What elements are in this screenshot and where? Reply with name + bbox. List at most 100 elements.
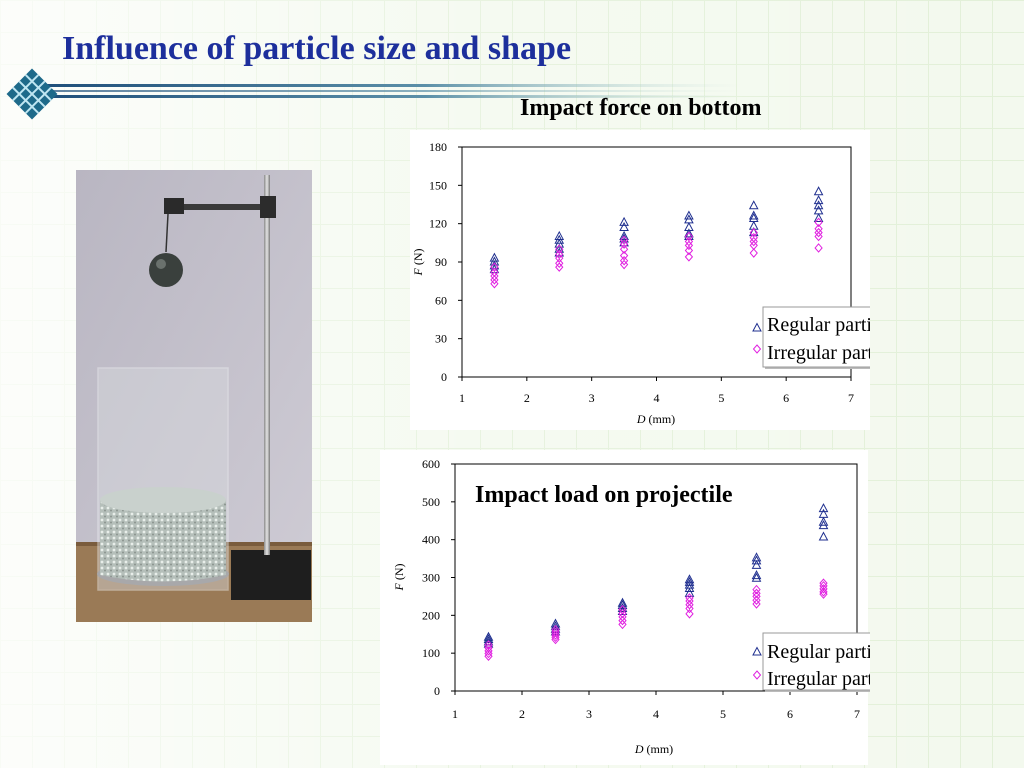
regular-particle-point — [813, 200, 824, 210]
regular-particle-point — [684, 574, 695, 584]
regular-particle-point — [684, 582, 695, 592]
regular-particle-point — [684, 230, 694, 240]
chart1-y-axis-label: F (N) — [411, 248, 425, 276]
regular-particle-point — [751, 555, 762, 565]
irregular-particle-point — [752, 588, 761, 599]
irregular-particle-point — [814, 231, 823, 242]
regular-particle-point — [619, 221, 629, 231]
regular-particle-point — [818, 503, 829, 513]
regular-particle-point — [748, 200, 759, 210]
irregular-particle-point — [685, 599, 694, 610]
regular-particle-point — [550, 621, 561, 631]
y-tick-label: 120 — [429, 217, 447, 231]
irregular-particle-point — [749, 248, 758, 258]
irregular-particle-point — [551, 632, 560, 643]
irregular-particle-point — [618, 604, 627, 615]
chart2-legend-irregular: Irregular particle — [767, 668, 870, 690]
irregular-particle-point — [619, 250, 629, 261]
irregular-particle-point — [684, 236, 694, 247]
irregular-particle-point — [619, 239, 629, 249]
regular-particle-point — [818, 516, 829, 526]
irregular-particle-point — [752, 595, 761, 605]
regular-particle-point — [684, 210, 694, 220]
regular-particle-point — [751, 559, 762, 569]
y-tick-label: 0 — [434, 684, 440, 698]
irregular-particle-point — [819, 587, 828, 597]
irregular-particle-point — [752, 599, 761, 609]
diamond-logo-icon — [6, 68, 58, 120]
regular-particle-point — [813, 186, 824, 196]
irregular-particle-point — [490, 275, 499, 285]
chart-impact-load-projectile: Impact load on projectile 0 100 200 300 400 5… — [380, 450, 870, 765]
regular-particle-point — [813, 212, 824, 223]
irregular-particle-point — [551, 634, 560, 645]
regular-particle-point — [748, 210, 759, 220]
chart1-legend: Regular particle Irregular particle — [752, 306, 870, 369]
chart1-title: Impact force on bottom — [520, 95, 762, 121]
irregular-legend-marker — [752, 344, 762, 354]
irregular-particle-point — [814, 227, 823, 238]
x-tick-label: 4 — [654, 391, 660, 405]
irregular-particle-point — [684, 252, 694, 262]
irregular-particle-point — [752, 584, 761, 595]
regular-legend-marker — [752, 322, 762, 332]
irregular-particle-point — [551, 630, 560, 640]
x-tick-label: 5 — [720, 707, 726, 721]
regular-particle-point — [483, 636, 494, 646]
regular-legend-marker — [752, 646, 762, 656]
x-tick-label: 1 — [459, 391, 465, 405]
regular-particle-point — [483, 633, 494, 644]
x-tick-label: 7 — [848, 391, 854, 405]
irregular-particle-point — [484, 646, 493, 656]
irregular-particle-point — [619, 259, 629, 270]
irregular-particle-point — [555, 262, 564, 272]
y-tick-label: 100 — [422, 646, 440, 660]
irregular-particle-point — [490, 262, 499, 272]
experiment-photo — [76, 170, 312, 622]
regular-particle-point — [818, 531, 829, 541]
regular-particle-point — [748, 227, 759, 237]
y-tick-label: 300 — [422, 571, 440, 585]
x-tick-label: 3 — [586, 707, 592, 721]
chart1-legend-irregular: Irregular particle — [767, 342, 870, 364]
irregular-particle-point — [618, 615, 627, 626]
y-tick-label: 30 — [435, 332, 447, 346]
irregular-particle-point — [490, 278, 499, 289]
irregular-particle-point — [684, 231, 694, 242]
y-tick-label: 150 — [429, 178, 447, 192]
x-tick-label: 2 — [519, 707, 525, 721]
chart1-legend-regular: Regular particle — [767, 314, 870, 336]
chart2-title: Impact load on projectile — [475, 482, 733, 508]
regular-particle-point — [554, 238, 565, 248]
irregular-particle-point — [684, 245, 694, 256]
y-tick-label: 200 — [422, 608, 440, 622]
regular-particle-point — [619, 216, 629, 226]
irregular-particle-point — [819, 589, 828, 599]
x-tick-label: 2 — [524, 391, 530, 405]
title-decoration — [6, 68, 740, 120]
chart1-background — [410, 130, 870, 430]
irregular-particle-point — [685, 603, 694, 614]
x-tick-label: 7 — [854, 707, 860, 721]
irregular-particle-point — [618, 608, 627, 619]
slide-title: Influence of particle size and shape — [62, 30, 572, 67]
regular-particle-point — [617, 599, 628, 609]
regular-particle-point — [818, 520, 829, 530]
irregular-particle-point — [819, 584, 828, 594]
irregular-particle-point — [555, 258, 564, 269]
chart2-legend: Regular particle Irregular particle — [752, 632, 870, 692]
irregular-particle-point — [814, 217, 823, 228]
chart-impact-force-bottom: 0 30 60 90 120 150 180 1 2 3 4 5 6 7 Regular particle… — [410, 130, 870, 430]
irregular-particle-point — [484, 648, 493, 659]
regular-particle-point — [751, 572, 762, 582]
regular-particle-point — [554, 243, 565, 253]
irregular-particle-point — [749, 227, 758, 238]
irregular-particle-point — [685, 609, 694, 619]
x-tick-label: 4 — [653, 707, 659, 721]
x-tick-label: 1 — [452, 707, 458, 721]
regular-particle-point — [684, 221, 694, 231]
regular-particle-point — [554, 234, 565, 244]
irregular-legend-marker — [752, 670, 762, 680]
irregular-particle-point — [619, 244, 629, 254]
x-tick-label: 5 — [718, 391, 724, 405]
